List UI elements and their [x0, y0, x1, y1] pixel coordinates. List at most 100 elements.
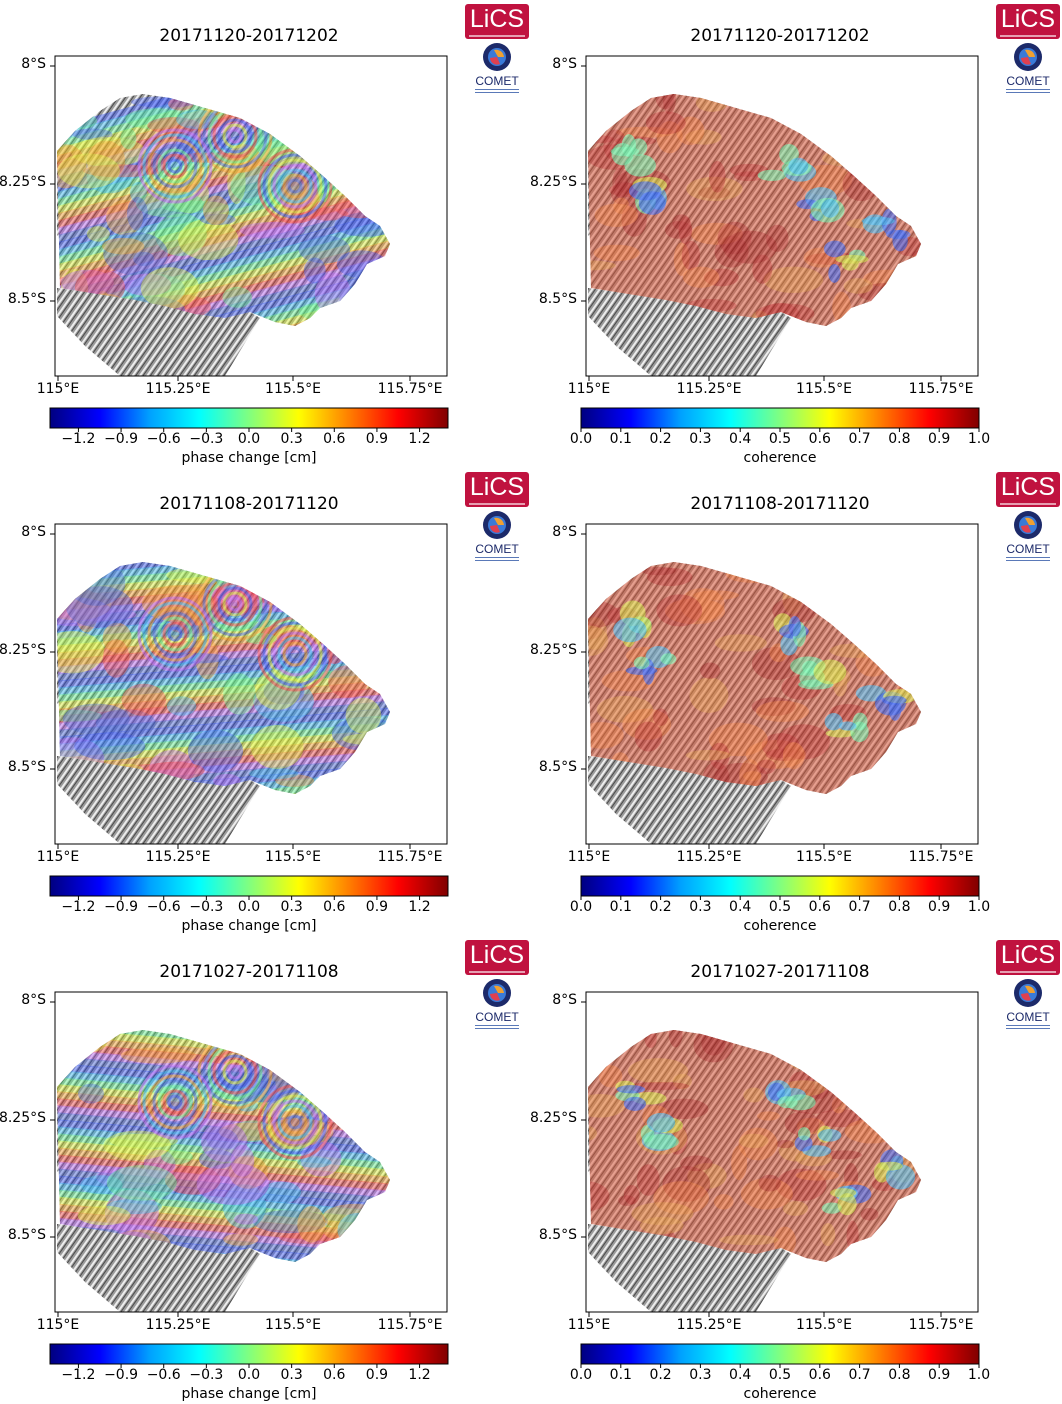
x-tick-label: 115.25°E — [145, 849, 211, 865]
colorbar-tick-label: 0.1 — [609, 431, 632, 447]
colorbar-tick-label: 0.2 — [649, 431, 672, 447]
colorbar-tick-label: 0.3 — [280, 431, 303, 447]
x-tick-label: 115.25°E — [145, 1317, 211, 1333]
map-plot — [580, 55, 980, 432]
map-plot — [49, 523, 449, 900]
x-tick-label: 115.5°E — [796, 1317, 852, 1333]
x-tick-label: 115.75°E — [377, 849, 443, 865]
colorbar-tick-label: 0.5 — [768, 899, 792, 915]
colorbar-tick-label: 0.0 — [569, 899, 593, 915]
map-plot — [580, 523, 980, 900]
y-tick-label: 8°S — [552, 992, 577, 1008]
colorbar-tick-label: −0.9 — [104, 899, 139, 915]
x-tick-label: 115°E — [567, 381, 611, 397]
colorbar-tick-label: 0.8 — [888, 431, 911, 447]
colorbar-tick-label: 1.0 — [967, 899, 991, 915]
x-tick-label: 115.5°E — [265, 849, 321, 865]
colorbar-label: coherence — [743, 1386, 817, 1402]
colorbar-tick-label: 0.5 — [768, 1367, 792, 1383]
map-plot — [49, 55, 449, 432]
y-tick-label: 8.25°S — [529, 1110, 577, 1126]
comet-logo-text: COMET — [1006, 1010, 1050, 1024]
panel-title: 20171120-20171202 — [159, 26, 339, 46]
comet-logo-text: COMET — [475, 74, 519, 88]
y-tick-label: 8.5°S — [7, 1227, 46, 1243]
colorbar-tick-label: 0.6 — [323, 431, 346, 447]
colorbar — [580, 875, 980, 897]
colorbar-label: coherence — [743, 450, 817, 466]
colorbar-tick-label: −0.3 — [189, 1367, 224, 1383]
hillshade-land — [588, 756, 791, 844]
x-tick-label: 115.25°E — [676, 849, 742, 865]
map-plot — [49, 991, 449, 1368]
colorbar-tick-label: 0.3 — [689, 431, 712, 447]
y-tick-label: 8.25°S — [529, 174, 577, 190]
colorbar-tick-label: 0.0 — [569, 431, 593, 447]
lics-logo: LiCS — [996, 940, 1060, 975]
colorbar-tick-label: 0.1 — [609, 1367, 632, 1383]
colorbar — [580, 1343, 980, 1365]
y-tick-label: 8.25°S — [529, 642, 577, 658]
panel-title: 20171120-20171202 — [690, 26, 870, 46]
lics-logo-text: LiCS — [469, 5, 525, 33]
colorbar-tick-label: 0.9 — [365, 1367, 389, 1383]
x-tick-label: 115°E — [567, 1317, 611, 1333]
colorbar-tick-label: 1.2 — [408, 431, 431, 447]
y-tick-label: 8.5°S — [538, 1227, 577, 1243]
comet-logo-text: COMET — [475, 1010, 519, 1024]
colorbar-tick-label: 0.9 — [365, 899, 389, 915]
colorbar-tick-label: 0.3 — [280, 899, 303, 915]
lics-logo: LiCS — [996, 472, 1060, 507]
comet-logo: COMET — [1001, 42, 1055, 98]
hillshade-land — [57, 288, 260, 376]
colorbar-tick-label: 0.4 — [729, 899, 752, 915]
x-tick-label: 115.25°E — [676, 1317, 742, 1333]
panel-title: 20171027-20171108 — [159, 962, 339, 982]
y-tick-label: 8.25°S — [0, 1110, 46, 1126]
comet-logo: COMET — [1001, 978, 1055, 1034]
colorbar — [580, 407, 980, 429]
colorbar-tick-label: 0.2 — [649, 1367, 672, 1383]
comet-logo-text: COMET — [1006, 74, 1050, 88]
colorbar-label: phase change [cm] — [181, 918, 317, 934]
map-panel-coherence: 20171027-20171108 8°S 8.25°S 8.5°S 115°E 115.… — [529, 936, 1062, 1404]
colorbar-tick-label: 0.6 — [323, 899, 346, 915]
colorbar-tick-label: 0.8 — [888, 899, 911, 915]
lics-logo-text: LiCS — [1000, 941, 1056, 969]
x-tick-label: 115°E — [36, 381, 80, 397]
colorbar-tick-label: −0.9 — [104, 1367, 139, 1383]
comet-logo: COMET — [1001, 510, 1055, 566]
colorbar-tick-label: −0.3 — [189, 899, 224, 915]
colorbar-tick-label: −0.6 — [146, 431, 181, 447]
map-panel-phase: 20171108-20171120 8°S 8.25°S 8.5°S 115°E 115.… — [0, 468, 531, 936]
colorbar — [49, 875, 449, 897]
hillshade-land — [588, 288, 791, 376]
colorbar-tick-label: 0.0 — [569, 1367, 593, 1383]
x-tick-label: 115.75°E — [908, 849, 974, 865]
comet-logo: COMET — [470, 42, 524, 98]
comet-logo-text: COMET — [1006, 542, 1050, 556]
x-tick-label: 115.75°E — [377, 381, 443, 397]
x-tick-label: 115.25°E — [145, 381, 211, 397]
map-panel-coherence: 20171120-20171202 8°S 8.25°S 8.5°S 115°E 115.… — [529, 0, 1062, 468]
x-tick-label: 115.75°E — [908, 381, 974, 397]
colorbar-tick-label: −0.6 — [146, 899, 181, 915]
colorbar — [49, 407, 449, 429]
y-tick-label: 8°S — [21, 524, 46, 540]
colorbar-tick-label: 0.9 — [365, 431, 389, 447]
x-tick-label: 115°E — [36, 1317, 80, 1333]
colorbar — [49, 1343, 449, 1365]
colorbar-tick-label: 0.0 — [237, 899, 261, 915]
colorbar-tick-label: 0.6 — [323, 1367, 346, 1383]
colorbar-tick-label: 0.9 — [928, 899, 951, 915]
x-tick-label: 115°E — [567, 849, 611, 865]
panel-title: 20171027-20171108 — [690, 962, 870, 982]
colorbar-tick-label: 0.2 — [649, 899, 672, 915]
x-tick-label: 115.5°E — [796, 381, 852, 397]
y-tick-label: 8.25°S — [0, 174, 46, 190]
colorbar-tick-label: 0.3 — [280, 1367, 303, 1383]
map-panel-coherence: 20171108-20171120 8°S 8.25°S 8.5°S 115°E 115.… — [529, 468, 1062, 936]
comet-logo-text: COMET — [475, 542, 519, 556]
x-tick-label: 115.75°E — [377, 1317, 443, 1333]
colorbar-tick-label: 0.9 — [928, 1367, 951, 1383]
